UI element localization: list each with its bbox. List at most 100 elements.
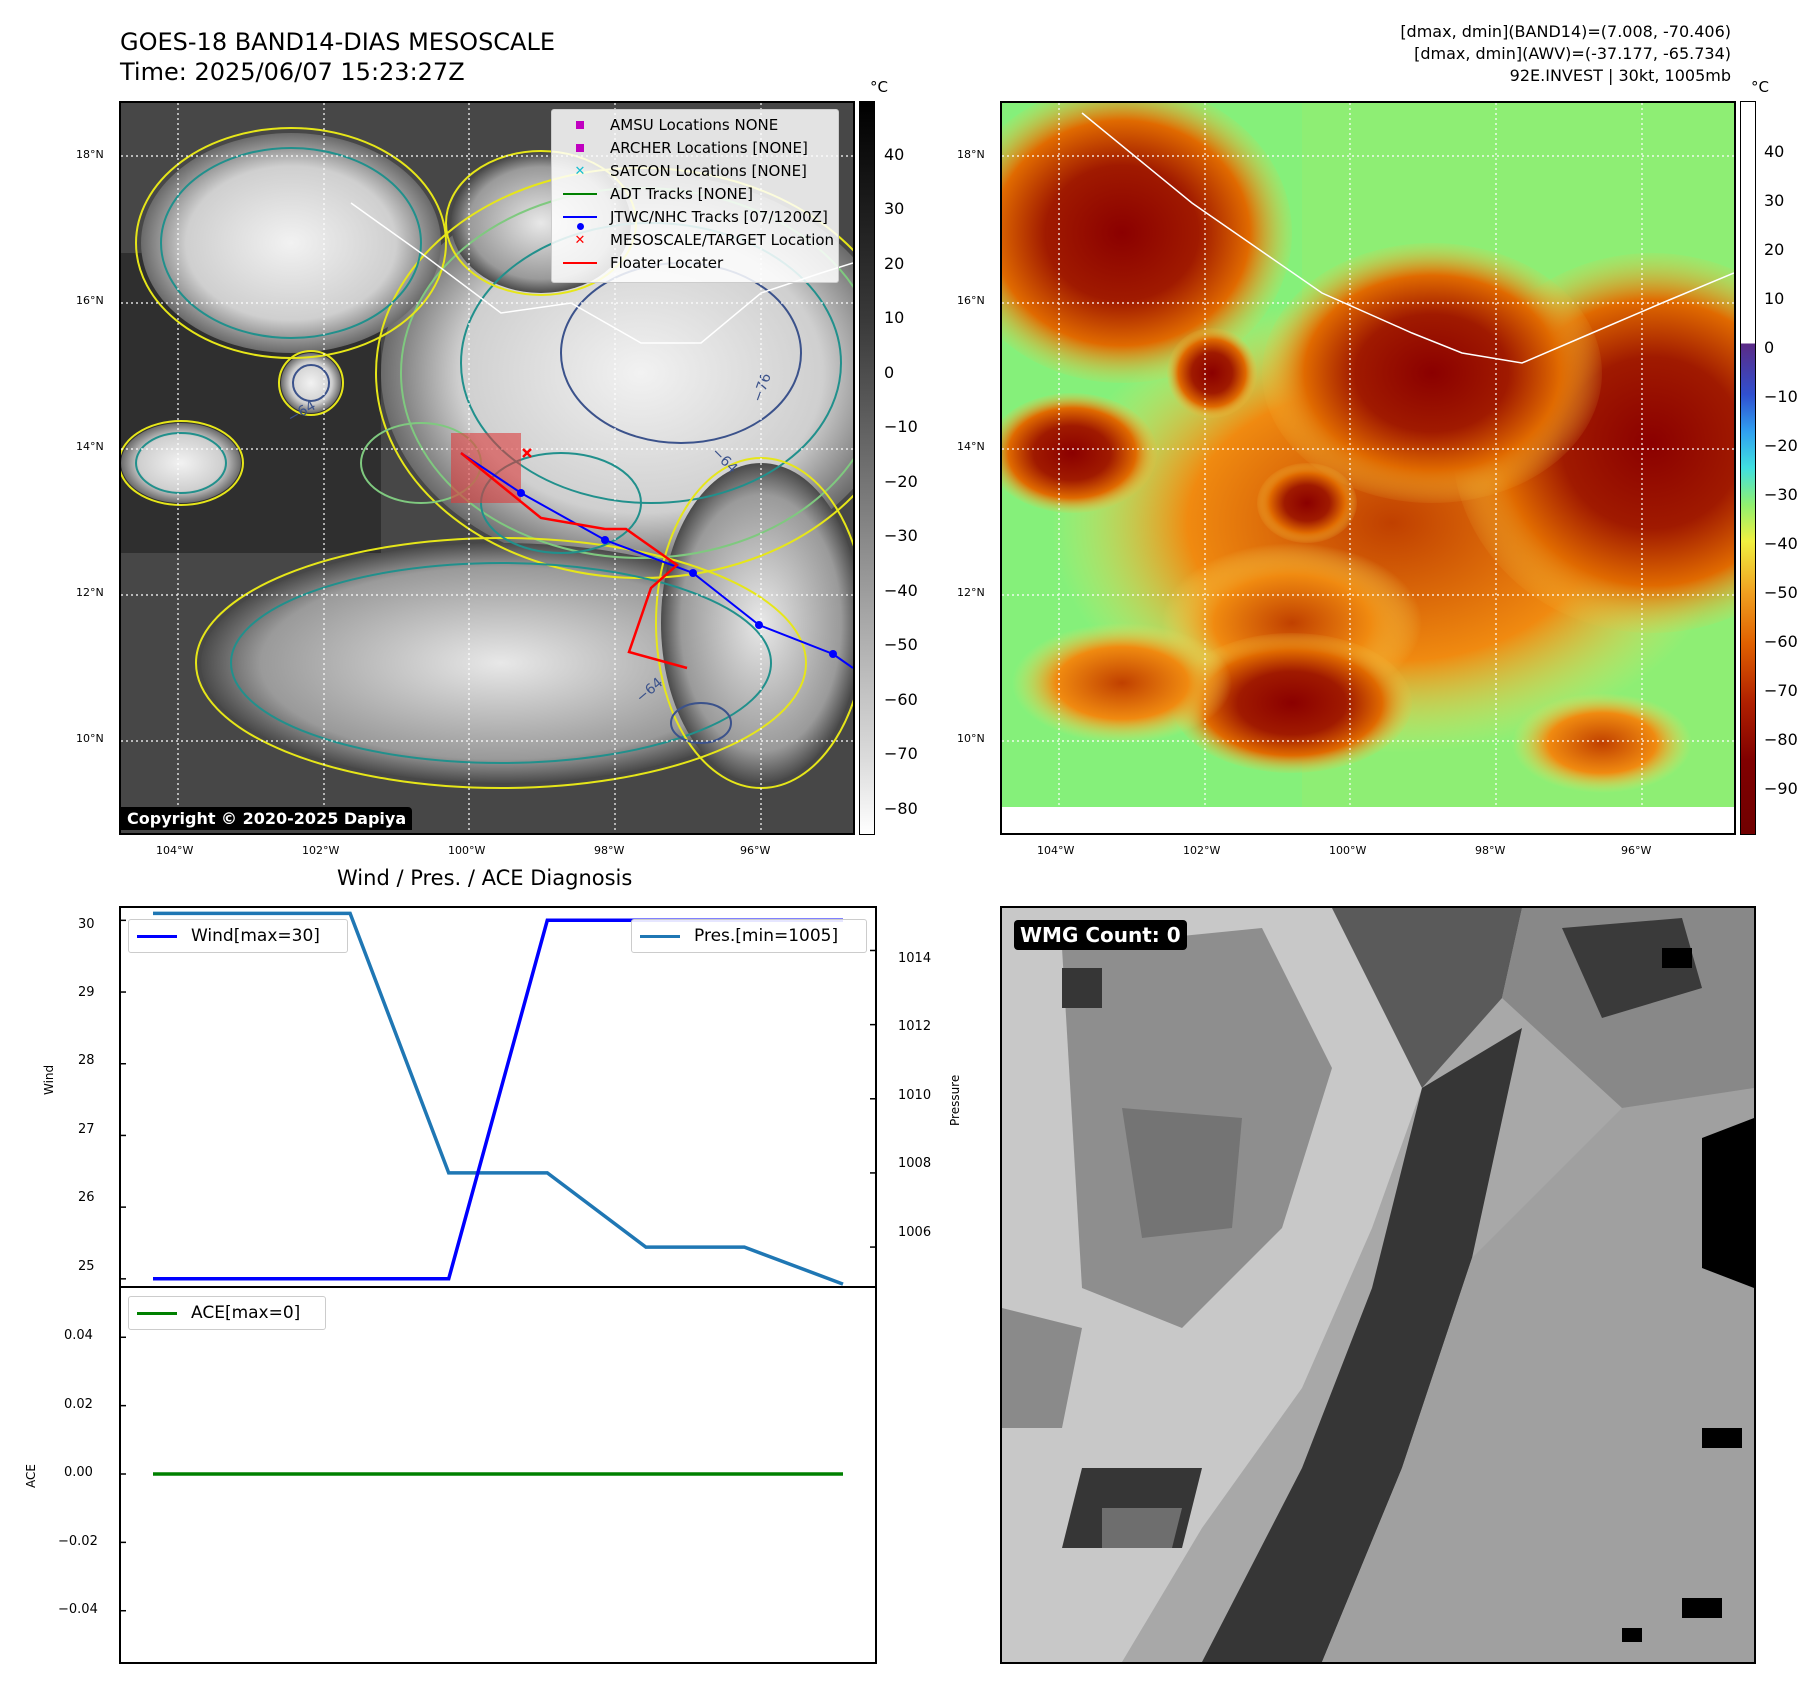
lon-label: 100°W — [448, 844, 486, 857]
lat-label: 14°N — [76, 440, 104, 453]
line-icon — [560, 193, 600, 195]
legend-label: ARCHER Locations [NONE] — [610, 139, 808, 157]
wind-tick: 26 — [78, 1190, 95, 1205]
ace-tick: −0.02 — [58, 1534, 98, 1549]
legend-item-archer: ARCHER Locations [NONE] — [560, 137, 808, 159]
lat-label: 12°N — [76, 586, 104, 599]
ace-tick: 0.02 — [64, 1397, 93, 1412]
awv-map-panel — [1000, 101, 1736, 835]
colorbar-tick: −60 — [1764, 632, 1798, 651]
colorbar-left — [859, 101, 875, 835]
jtwc-track-points — [517, 489, 837, 658]
lat-label: 16°N — [957, 294, 985, 307]
mesoscale-target-marker — [522, 448, 532, 458]
lat-label: 18°N — [76, 148, 104, 161]
pressure-tick: 1010 — [898, 1088, 932, 1103]
square-icon — [560, 121, 600, 129]
wind-legend: Wind[max=30] — [128, 919, 348, 953]
ir-map-panel: −76 −64 −64 −64 — [119, 101, 855, 835]
colorbar-tick: −80 — [1764, 730, 1798, 749]
lat-label: 12°N — [957, 586, 985, 599]
pressure-tick: 1012 — [898, 1019, 932, 1034]
line-icon — [640, 934, 680, 938]
colorbar-tick: −50 — [884, 635, 918, 654]
map-gridlines — [1002, 103, 1734, 833]
legend-item-amsu: AMSU Locations NONE — [560, 114, 778, 136]
lat-label: 16°N — [76, 294, 104, 307]
legend-label: ADT Tracks [NONE] — [610, 185, 754, 203]
colorbar-tick: 40 — [884, 145, 905, 164]
copyright-badge: Copyright © 2020-2025 Dapiya — [121, 807, 413, 830]
pressure-tick: 1014 — [898, 951, 932, 966]
legend-item-mesoscale: ✕ MESOSCALE/TARGET Location — [560, 229, 835, 251]
colorbar-tick: −80 — [884, 799, 918, 818]
colorbar-tick: −20 — [884, 472, 918, 491]
legend-item-jtwc: JTWC/NHC Tracks [07/1200Z] — [560, 206, 828, 230]
wmg-panel: WMG Count: 0 — [1000, 906, 1756, 1664]
lon-label: 98°W — [594, 844, 625, 857]
lon-label: 96°W — [740, 844, 771, 857]
colorbar-tick: −30 — [884, 526, 918, 545]
page-subtitle-time: Time: 2025/06/07 15:23:27Z — [120, 58, 465, 86]
colorbar-right — [1740, 101, 1756, 835]
colorbar-tick: 0 — [884, 363, 895, 382]
legend-item-floater: Floater Locater — [560, 252, 723, 274]
colorbar-unit-left: °C — [870, 78, 888, 96]
colorbar-tick: −40 — [1764, 534, 1798, 553]
diagnosis-title: Wind / Pres. / ACE Diagnosis — [337, 866, 633, 890]
legend-label: AMSU Locations NONE — [610, 116, 779, 134]
lon-label: 98°W — [1475, 844, 1506, 857]
legend-item-satcon: ✕ SATCON Locations [NONE] — [560, 160, 807, 182]
pressure-tick: 1006 — [898, 1225, 932, 1240]
legend-label: MESOSCALE/TARGET Location — [610, 231, 835, 249]
legend-label: JTWC/NHC Tracks [07/1200Z] — [610, 208, 828, 226]
pressure-tick: 1008 — [898, 1156, 932, 1171]
line-dot-icon — [560, 216, 600, 230]
lat-label: 10°N — [957, 732, 985, 745]
lon-label: 104°W — [156, 844, 194, 857]
lon-label: 102°W — [1183, 844, 1221, 857]
colorbar-unit-right: °C — [1751, 78, 1769, 96]
colorbar-tick: −70 — [1764, 681, 1798, 700]
lon-label: 96°W — [1621, 844, 1652, 857]
ace-chart — [119, 1286, 877, 1664]
line-icon — [560, 262, 600, 264]
line-icon — [137, 1311, 177, 1315]
legend-label: Floater Locater — [610, 254, 724, 272]
wmg-count-badge: WMG Count: 0 — [1014, 920, 1187, 950]
colorbar-tick: −30 — [1764, 485, 1798, 504]
wind-pres-chart — [119, 906, 877, 1288]
colorbar-tick: 40 — [1764, 142, 1785, 161]
lon-label: 100°W — [1329, 844, 1367, 857]
lat-label: 10°N — [76, 732, 104, 745]
ace-tick: 0.04 — [64, 1328, 93, 1343]
colorbar-tick: 30 — [1764, 191, 1785, 210]
lat-label: 14°N — [957, 440, 985, 453]
colorbar-tick: 20 — [884, 254, 905, 273]
wind-tick: 30 — [78, 917, 95, 932]
x-marker-icon: ✕ — [574, 232, 586, 248]
colorbar-tick: −40 — [884, 581, 918, 600]
ace-legend: ACE[max=0] — [128, 1296, 326, 1330]
ace-tick: 0.00 — [64, 1465, 93, 1480]
colorbar-tick: −70 — [884, 744, 918, 763]
pressure-line — [153, 911, 844, 1286]
square-icon — [560, 144, 600, 152]
x-marker-icon: ✕ — [574, 163, 586, 179]
wind-axis-label: Wind — [42, 1064, 56, 1095]
wind-legend-label: Wind[max=30] — [191, 926, 320, 946]
colorbar-tick: −20 — [1764, 436, 1798, 455]
info-awv-range: [dmax, dmin](AWV)=(-37.177, -65.734) — [1414, 44, 1731, 63]
colorbar-tick: 0 — [1764, 338, 1775, 357]
wind-tick: 28 — [78, 1053, 95, 1068]
pressure-legend-label: Pres.[min=1005] — [694, 926, 839, 946]
colorbar-tick: −90 — [1764, 779, 1798, 798]
ace-legend-label: ACE[max=0] — [191, 1303, 301, 1323]
pressure-legend: Pres.[min=1005] — [631, 919, 867, 953]
wind-tick: 25 — [78, 1259, 95, 1274]
info-storm-summary: 92E.INVEST | 30kt, 1005mb — [1509, 66, 1731, 85]
legend-item-adt: ADT Tracks [NONE] — [560, 183, 753, 205]
colorbar-tick: 10 — [884, 308, 905, 327]
awv-map-image — [1002, 103, 1734, 833]
colorbar-tick: −60 — [884, 690, 918, 709]
